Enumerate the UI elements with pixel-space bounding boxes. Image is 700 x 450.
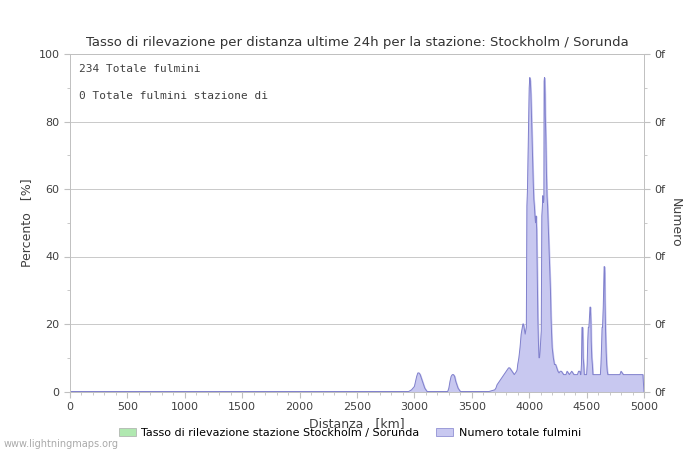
Text: 0 Totale fulmini stazione di: 0 Totale fulmini stazione di <box>78 91 267 101</box>
Title: Tasso di rilevazione per distanza ultime 24h per la stazione: Stockholm / Sorund: Tasso di rilevazione per distanza ultime… <box>85 36 629 49</box>
Text: www.lightningmaps.org: www.lightningmaps.org <box>4 439 118 449</box>
Y-axis label: Percento   [%]: Percento [%] <box>20 179 33 267</box>
X-axis label: Distanza   [km]: Distanza [km] <box>309 418 405 431</box>
Y-axis label: Numero: Numero <box>669 198 682 248</box>
Legend: Tasso di rilevazione stazione Stockholm / Sorunda, Numero totale fulmini: Tasso di rilevazione stazione Stockholm … <box>115 423 585 442</box>
Text: 234 Totale fulmini: 234 Totale fulmini <box>78 64 200 74</box>
